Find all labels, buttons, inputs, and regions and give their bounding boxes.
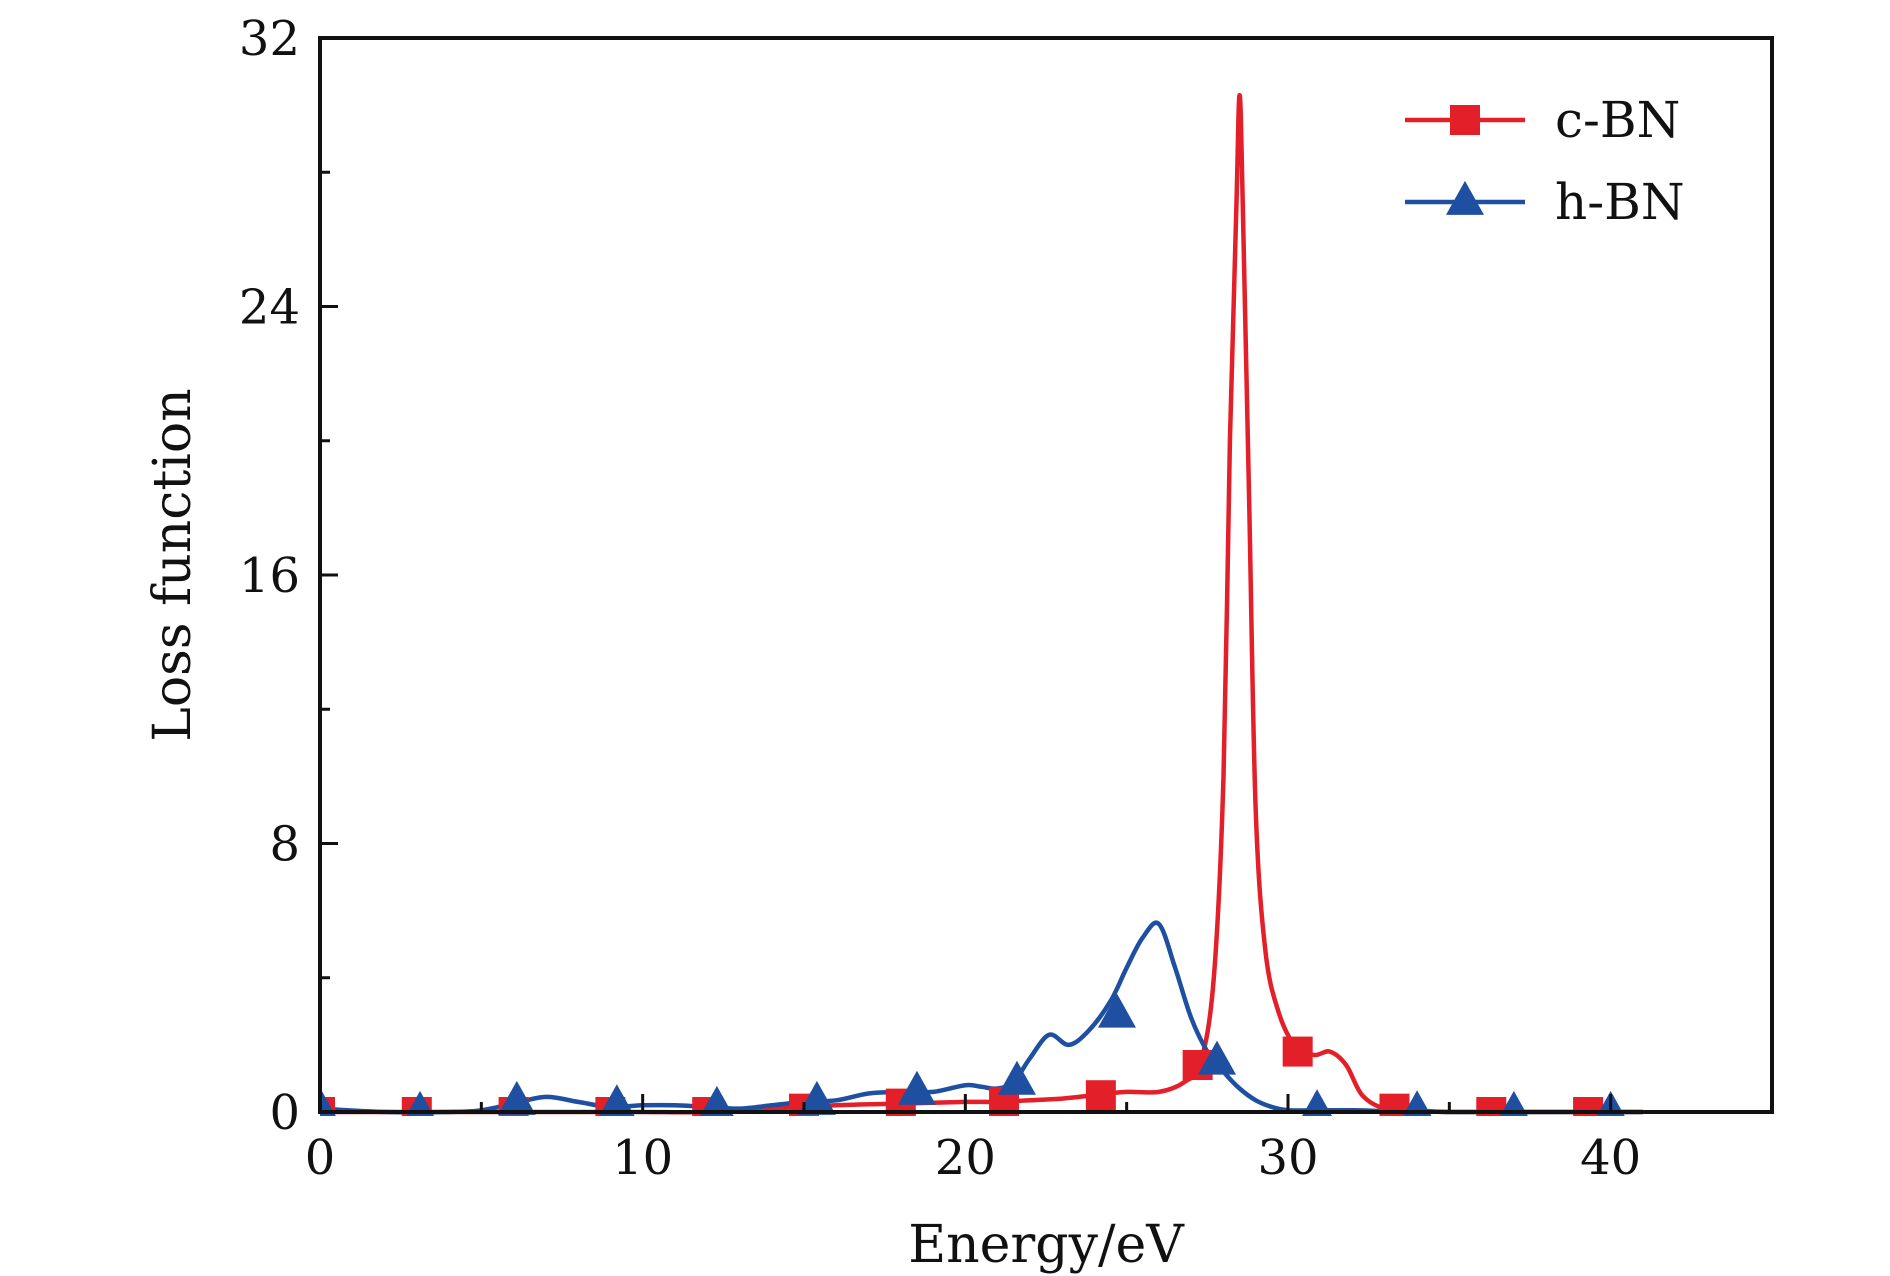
x-tick-label: 10	[612, 1130, 673, 1186]
marker-h-bn	[700, 1085, 734, 1116]
y-tick-label: 8	[269, 817, 300, 873]
x-axis-title: Energy/eV	[908, 1215, 1185, 1275]
marker-h-bn	[1097, 993, 1136, 1028]
y-tick-label: 0	[269, 1085, 300, 1141]
series-line-c-bn	[320, 92, 1643, 1115]
legend-label-h-bn: h-BN	[1555, 173, 1685, 231]
marker-c-bn	[1282, 1036, 1313, 1067]
marker-h-bn	[897, 1070, 936, 1105]
x-tick-label: 20	[935, 1130, 996, 1186]
marker-h-bn	[997, 1060, 1036, 1095]
y-tick-label: 24	[239, 280, 300, 336]
marker-h-bn	[1402, 1090, 1432, 1116]
marker-h-bn	[497, 1080, 536, 1115]
y-tick-label: 32	[239, 11, 300, 67]
marker-h-bn	[320, 1087, 336, 1116]
marker-h-bn	[1302, 1089, 1332, 1116]
y-axis-title: Loss function	[143, 388, 203, 741]
plot-area	[320, 92, 1643, 1116]
y-tick-label: 16	[239, 548, 300, 604]
legend: c-BN h-BN	[1405, 91, 1685, 231]
x-tick-label: 30	[1257, 1130, 1318, 1186]
marker-h-bn	[599, 1084, 635, 1116]
x-tick-label: 0	[305, 1130, 336, 1186]
marker-h-bn	[1499, 1090, 1528, 1116]
x-tick-label: 40	[1580, 1130, 1641, 1186]
marker-c-bn	[1085, 1080, 1116, 1111]
legend-marker-c-bn	[1450, 105, 1480, 135]
legend-marker-h-bn	[1446, 180, 1484, 215]
legend-label-c-bn: c-BN	[1555, 91, 1680, 149]
axes: 0 10 20 30 40 0 8 16 24 32 Energy/eV Loss function	[143, 11, 1774, 1275]
marker-h-bn	[1198, 1040, 1237, 1075]
marker-h-bn	[406, 1090, 435, 1116]
marker-c-bn	[1379, 1093, 1410, 1116]
marker-h-bn	[797, 1080, 836, 1115]
